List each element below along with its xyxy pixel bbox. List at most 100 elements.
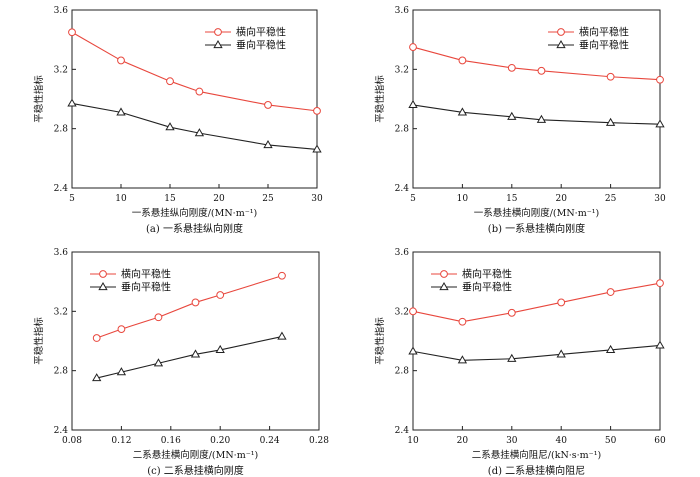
data-point-circle (458, 317, 467, 326)
data-point-circle (166, 77, 174, 86)
series-line (412, 104, 661, 125)
y-tick-label: 2.8 (395, 367, 410, 377)
data-point-triangle (605, 344, 616, 353)
data-point-circle (507, 63, 516, 72)
data-point-triangle (655, 119, 665, 128)
data-point-circle (656, 279, 664, 288)
data-point-triangle (655, 340, 665, 349)
x-tick-label: 10 (407, 436, 419, 446)
data-point-triangle (507, 111, 517, 120)
data-point-circle (117, 325, 126, 334)
data-point-triangle (605, 117, 616, 126)
subplot-caption: (a) 一系悬挂纵向刚度 (146, 222, 243, 235)
legend-label: 垂向平稳性 (236, 39, 286, 52)
data-point-circle (458, 56, 467, 65)
y-tick-label: 2.4 (395, 426, 410, 436)
x-tick-label: 30 (506, 436, 518, 446)
series-lateral (409, 43, 664, 84)
data-point-circle (117, 56, 125, 65)
series-lateral (92, 271, 286, 342)
series-line (412, 282, 661, 323)
data-point-triangle (190, 349, 201, 358)
data-point-triangle (457, 355, 468, 364)
y-tick-label: 3.2 (395, 307, 409, 317)
x-tick-label: 15 (506, 194, 518, 204)
x-tick-label: 40 (555, 436, 567, 446)
x-axis-title: 一系悬挂横向刚度/(MN·m⁻¹) (474, 207, 600, 219)
y-tick-label: 2.4 (54, 426, 69, 436)
y-tick-label: 2.4 (395, 184, 410, 194)
data-point-circle (507, 308, 516, 317)
y-axis-title: 平稳性指标 (33, 75, 45, 123)
series-line (96, 336, 283, 379)
plot-frame (412, 251, 661, 431)
legend-marker-circle (440, 270, 448, 278)
x-tick-label: 50 (605, 436, 617, 446)
data-point-circle (409, 43, 417, 51)
legend-label: 横向平稳性 (236, 26, 286, 39)
x-tick-label: 0.24 (260, 436, 280, 446)
x-tick-label: 20 (457, 436, 469, 446)
x-tick-label: 5 (69, 194, 75, 204)
series-lateral (409, 279, 664, 326)
x-tick-label: 0.20 (210, 436, 230, 446)
y-tick-label: 3.6 (395, 248, 410, 258)
x-tick-label: 20 (213, 194, 225, 204)
data-point-circle (606, 288, 615, 296)
series-line (412, 344, 661, 361)
series-line (412, 46, 661, 81)
data-point-triangle (507, 353, 517, 362)
data-point-triangle (408, 346, 418, 355)
chart-panel-d: 10 20 30 40 50 60 2.4 2.8 3.2 3.6 二系悬挂横向阻尼/(kN·s·m… (374, 248, 666, 477)
data-point-triangle (67, 98, 77, 107)
x-tick-label: 25 (605, 194, 617, 204)
legend-label: 横向平稳性 (121, 268, 171, 281)
data-point-circle (557, 298, 566, 307)
x-tick-label: 5 (410, 194, 416, 204)
data-point-triangle (556, 349, 566, 358)
legend-marker-triangle (556, 39, 566, 49)
legend-marker-triangle (213, 39, 223, 49)
x-tick-label: 10 (115, 194, 127, 204)
x-tick-label: 15 (164, 194, 176, 204)
data-point-circle (92, 334, 101, 342)
legend-marker-triangle (98, 281, 108, 291)
y-axis-title: 平稳性指标 (33, 317, 45, 365)
data-point-triangle (408, 99, 418, 109)
data-point-triangle (116, 107, 126, 116)
data-point-triangle (92, 373, 102, 382)
y-tick-label: 3.6 (395, 6, 410, 16)
x-tick-label: 10 (457, 194, 469, 204)
data-point-triangle (153, 358, 164, 367)
legend-marker-circle (214, 28, 222, 36)
plot-frame (412, 9, 661, 189)
chart-panel-a: 5 10 15 20 25 30 2.4 2.8 3.2 3.6 一系悬挂纵向刚度/(MN·m⁻¹)… (33, 6, 323, 235)
x-axis-title: 二系悬挂横向刚度/(MN·m⁻¹) (133, 449, 259, 461)
plot-frame (71, 251, 320, 431)
y-tick-label: 3.6 (54, 248, 69, 258)
x-axis-title: 一系悬挂纵向刚度/(MN·m⁻¹) (132, 207, 258, 219)
data-point-triangle (116, 367, 127, 376)
series-line (96, 275, 283, 339)
legend-label: 横向平稳性 (579, 26, 629, 39)
data-point-circle (191, 298, 200, 307)
legend-marker-circle (557, 28, 565, 36)
data-point-circle (409, 307, 417, 316)
y-tick-label: 2.8 (395, 125, 410, 135)
legend-label: 垂向平稳性 (462, 281, 512, 294)
legend-label: 横向平稳性 (462, 268, 512, 281)
y-tick-label: 3.6 (54, 6, 69, 16)
y-tick-label: 2.8 (54, 367, 69, 377)
series-vertical (408, 340, 665, 364)
y-tick-label: 2.4 (54, 184, 69, 194)
series-vertical (408, 99, 665, 128)
y-tick-label: 3.2 (54, 307, 68, 317)
data-point-triangle (215, 344, 225, 353)
subplot-caption: (c) 二系悬挂横向刚度 (147, 464, 244, 477)
legend-marker-triangle (439, 281, 449, 291)
y-tick-label: 3.2 (54, 65, 68, 75)
legend-label: 垂向平稳性 (121, 281, 171, 294)
